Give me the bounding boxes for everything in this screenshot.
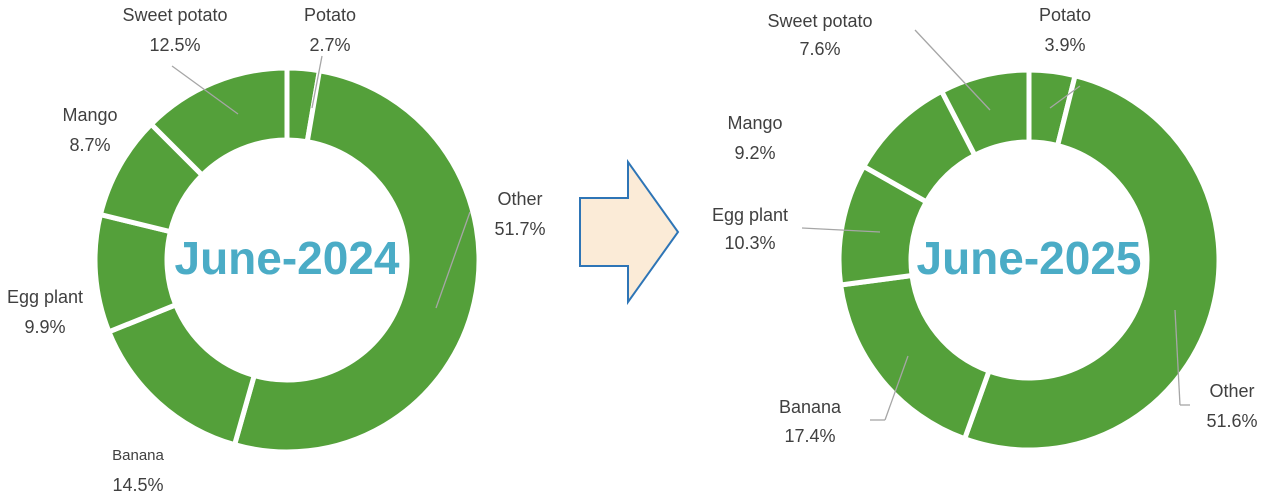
category-label: Banana: [779, 397, 842, 417]
value-label: 8.7%: [69, 135, 110, 155]
value-label: 9.9%: [24, 317, 65, 337]
category-label: Other: [1209, 381, 1254, 401]
donut-segment: [938, 67, 1032, 159]
leader-line: [1049, 85, 1081, 109]
value-label: 12.5%: [149, 35, 200, 55]
leader-line: [311, 55, 323, 109]
value-label: 7.6%: [799, 39, 840, 59]
donut-segment: [837, 272, 993, 442]
arrow: [579, 158, 680, 306]
category-label: Mango: [727, 113, 782, 133]
category-label: Sweet potato: [122, 5, 227, 25]
category-label: Banana: [112, 447, 164, 464]
value-label: 51.7%: [494, 219, 545, 239]
leader-line: [914, 29, 991, 111]
value-label: 17.4%: [784, 426, 835, 446]
leader-line: [1174, 309, 1181, 406]
value-label: 9.2%: [734, 143, 775, 163]
category-label: Sweet potato: [767, 11, 872, 31]
chart-title: June-2024: [174, 232, 399, 284]
category-label: Mango: [62, 105, 117, 125]
donut-segment: [231, 67, 482, 455]
leader-line: [801, 227, 881, 233]
value-label: 51.6%: [1206, 411, 1257, 431]
value-label: 3.9%: [1044, 35, 1085, 55]
category-label: Other: [497, 189, 542, 209]
value-label: 2.7%: [309, 35, 350, 55]
donut-segment: [961, 72, 1222, 453]
value-label: 10.3%: [724, 233, 775, 253]
category-label: Potato: [304, 5, 356, 25]
leader-line: [171, 65, 239, 115]
leader-line: [884, 355, 909, 421]
category-label: Egg plant: [7, 287, 83, 307]
category-label: Egg plant: [712, 205, 788, 225]
donut-segment: [147, 65, 290, 179]
value-label: 14.5%: [112, 475, 163, 495]
leader-line: [435, 211, 471, 309]
chart-title: June-2025: [916, 232, 1141, 284]
category-label: Potato: [1039, 5, 1091, 25]
donut-segment: [105, 301, 258, 448]
